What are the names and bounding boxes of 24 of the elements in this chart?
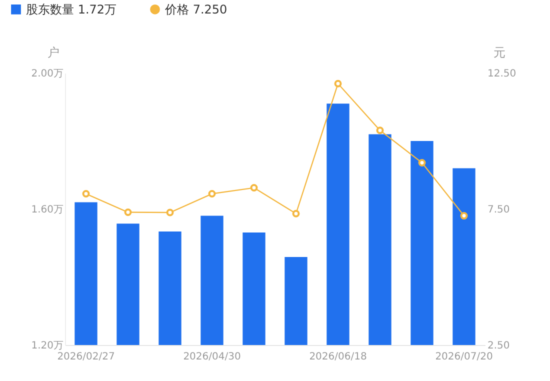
point	[82, 190, 90, 198]
y-tick-label: 1.20万	[31, 340, 64, 352]
point	[334, 80, 342, 88]
point	[166, 208, 174, 216]
point	[376, 126, 384, 134]
x-tick-label: 2026/02/27	[57, 352, 115, 362]
x-tick-label: 2026/07/20	[435, 352, 493, 362]
y2-tick-label: 7.50	[488, 204, 510, 216]
y2-tick-label: 12.50	[488, 68, 516, 80]
point	[460, 212, 468, 220]
point	[250, 184, 258, 192]
point	[292, 210, 300, 218]
x-tick-label: 2026/04/30	[183, 352, 241, 362]
y2-axis-title: 元	[494, 46, 506, 60]
point	[418, 159, 426, 166]
point	[208, 190, 216, 198]
y2-tick-label: 2.50	[488, 340, 510, 352]
point	[124, 208, 132, 216]
x-tick-label: 2026/06/18	[309, 352, 367, 362]
y-axis-title: 户	[48, 46, 60, 60]
y-tick-label: 2.00万	[31, 68, 64, 80]
legend-label: 股东数量 1.72万	[26, 2, 117, 16]
legend-label: 价格 7.250	[164, 2, 228, 16]
y-tick-label: 1.60万	[31, 204, 64, 216]
